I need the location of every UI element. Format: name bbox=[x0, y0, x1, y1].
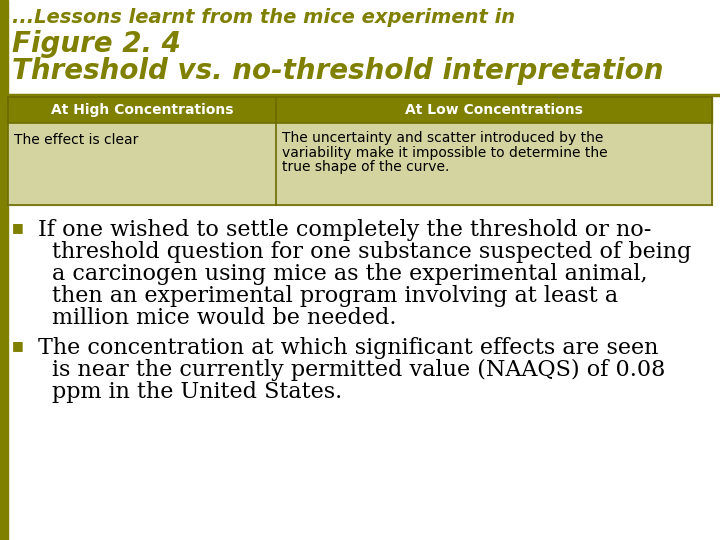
Text: ...Lessons learnt from the mice experiment in: ...Lessons learnt from the mice experime… bbox=[12, 8, 515, 27]
Text: If one wished to settle completely the threshold or no-: If one wished to settle completely the t… bbox=[38, 219, 652, 241]
Bar bbox=[0, 0, 8, 540]
Text: variability make it impossible to determine the: variability make it impossible to determ… bbox=[282, 145, 607, 159]
Bar bbox=[8, 123, 276, 205]
Bar bbox=[276, 97, 712, 123]
Text: ppm in the United States.: ppm in the United States. bbox=[52, 381, 342, 403]
Text: ■: ■ bbox=[12, 221, 24, 234]
Text: million mice would be needed.: million mice would be needed. bbox=[52, 307, 397, 329]
Text: Threshold vs. no-threshold interpretation: Threshold vs. no-threshold interpretatio… bbox=[12, 57, 664, 85]
Text: is near the currently permitted value (NAAQS) of 0.08: is near the currently permitted value (N… bbox=[52, 359, 665, 381]
Bar bbox=[8, 97, 276, 123]
Text: The uncertainty and scatter introduced by the: The uncertainty and scatter introduced b… bbox=[282, 131, 603, 145]
Text: threshold question for one substance suspected of being: threshold question for one substance sus… bbox=[52, 241, 691, 263]
Bar bbox=[276, 123, 712, 205]
Text: Figure 2. 4: Figure 2. 4 bbox=[12, 30, 181, 58]
Text: a carcinogen using mice as the experimental animal,: a carcinogen using mice as the experimen… bbox=[52, 263, 647, 285]
Text: At Low Concentrations: At Low Concentrations bbox=[405, 103, 582, 117]
Text: ■: ■ bbox=[12, 339, 24, 352]
Text: then an experimental program involving at least a: then an experimental program involving a… bbox=[52, 285, 618, 307]
Text: The effect is clear: The effect is clear bbox=[14, 133, 138, 147]
Text: At High Concentrations: At High Concentrations bbox=[50, 103, 233, 117]
Text: The concentration at which significant effects are seen: The concentration at which significant e… bbox=[38, 337, 658, 359]
Text: true shape of the curve.: true shape of the curve. bbox=[282, 160, 449, 174]
